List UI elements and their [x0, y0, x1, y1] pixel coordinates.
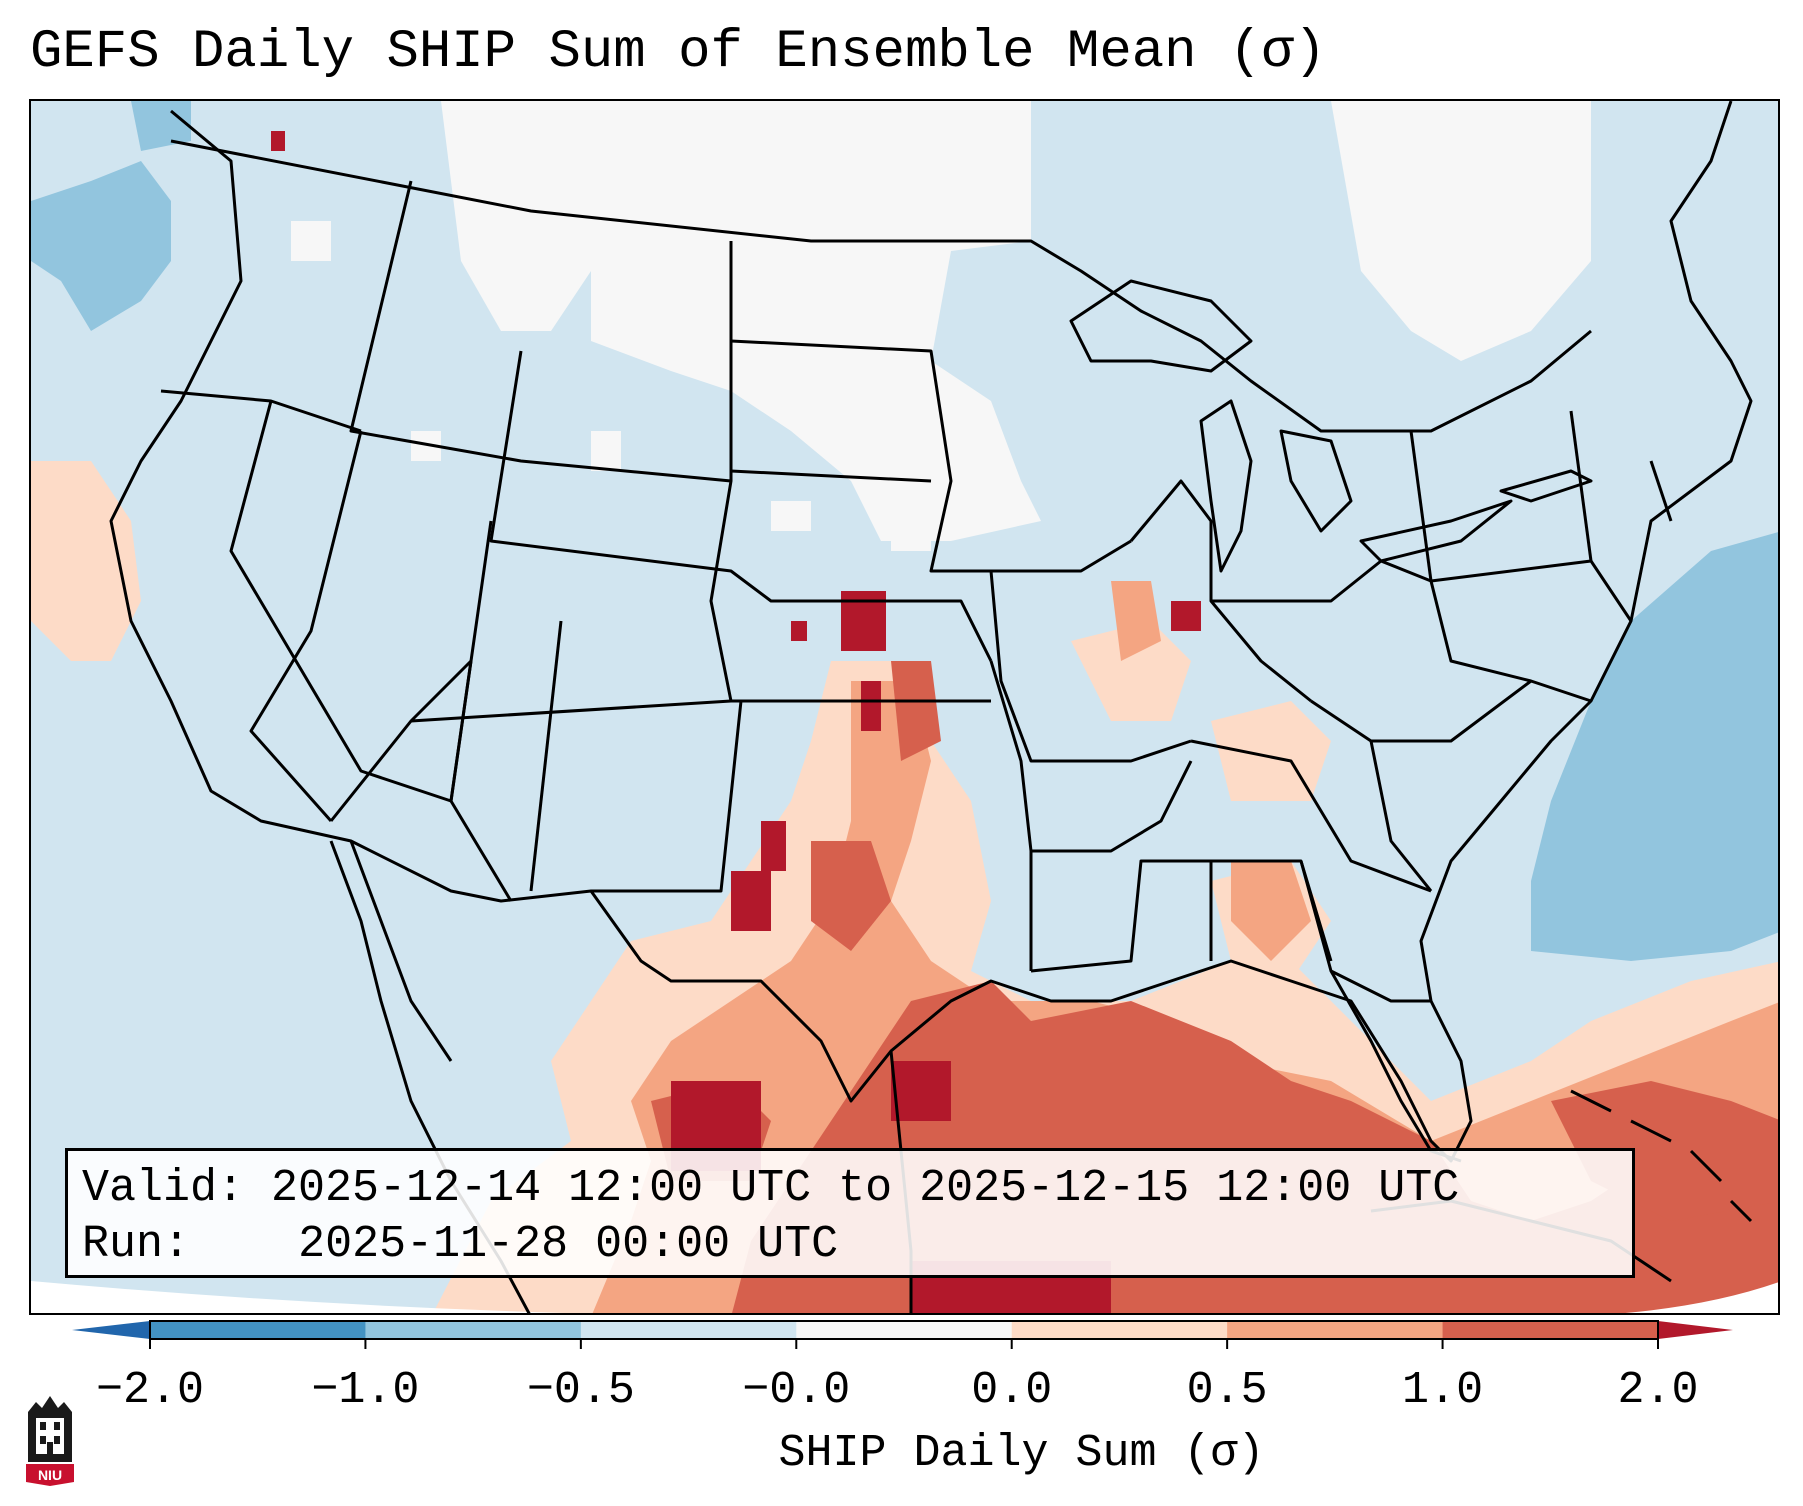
valid-value: 2025-12-14 12:00 UTC to 2025-12-15 12:00… — [271, 1163, 1460, 1214]
colorbar-tick-label: −2.0 — [95, 1365, 205, 1416]
run-value: 2025-11-28 00:00 UTC — [298, 1219, 839, 1270]
colorbar-label: SHIP Daily Sum (σ) — [778, 1428, 1265, 1479]
colorbar-bin — [365, 1321, 582, 1339]
colorbar-tick-label: −0.5 — [526, 1365, 635, 1416]
colorbar — [72, 1320, 1733, 1349]
colorbar-tick-label: 0.0 — [971, 1365, 1053, 1416]
colorbar-bin — [580, 1321, 797, 1339]
colorbar-tick-label: 1.0 — [1402, 1365, 1484, 1416]
map-title: GEFS Daily SHIP Sum of Ensemble Mean (σ) — [30, 22, 1327, 83]
colorbar-extend-high — [1658, 1321, 1733, 1339]
colorbar-bin — [1011, 1321, 1228, 1339]
run-label: Run: — [82, 1219, 191, 1270]
projection-edge-left — [31, 1281, 565, 1313]
field-negative — [31, 101, 1778, 961]
colorbar-outline — [149, 1320, 1659, 1340]
colorbar-extend-low — [72, 1321, 150, 1339]
niu-logo: NIU — [26, 1396, 74, 1486]
colorbar-tick-label: 0.5 — [1186, 1365, 1268, 1416]
svg-text:NIU: NIU — [38, 1467, 62, 1483]
map-canvas — [31, 101, 1778, 1313]
projection-edge-right — [1625, 1282, 1778, 1313]
colorbar-bin — [1227, 1321, 1444, 1339]
state-borders — [109, 101, 1753, 1313]
colorbar-tick-label: −0.0 — [742, 1365, 851, 1416]
field-near-zero — [291, 101, 1591, 551]
valid-run-infobox: Valid: 2025-12-14 12:00 UTC to 2025-12-1… — [65, 1148, 1635, 1278]
valid-label: Valid: — [82, 1163, 245, 1214]
colorbar-tick-label: −1.0 — [311, 1365, 420, 1416]
colorbar-tick-label: 2.0 — [1617, 1365, 1699, 1416]
colorbar-bin — [1442, 1321, 1659, 1339]
colorbar-bin — [796, 1321, 1013, 1339]
colorbar-bin — [150, 1321, 366, 1339]
map-panel — [29, 99, 1780, 1315]
